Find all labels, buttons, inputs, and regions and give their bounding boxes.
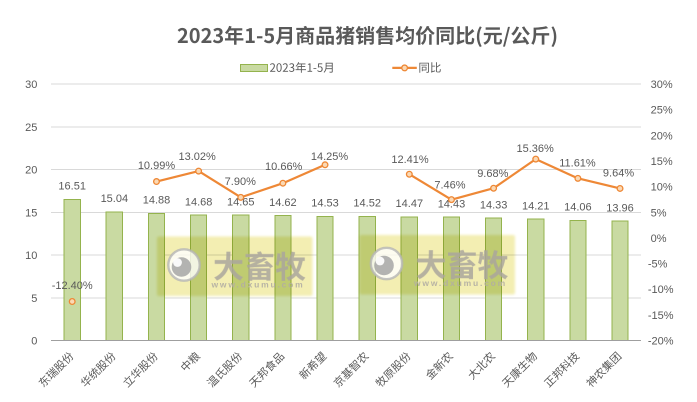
svg-text:15: 15 [25,207,37,219]
svg-text:10.99%: 10.99% [138,160,176,172]
svg-text:15.04: 15.04 [101,193,129,205]
svg-text:-20%: -20% [648,336,674,348]
svg-text:14.68: 14.68 [185,196,213,208]
svg-text:7.46%: 7.46% [434,179,465,191]
svg-text:14.62: 14.62 [269,197,297,209]
svg-text:www.dxumu.com: www.dxumu.com [211,280,305,290]
svg-text:14.88: 14.88 [143,195,171,207]
svg-text:14.43: 14.43 [438,198,466,210]
svg-text:-15%: -15% [648,310,674,322]
svg-text:14.47: 14.47 [396,198,424,210]
svg-text:www.dxumu.com: www.dxumu.com [413,278,507,288]
svg-text:30: 30 [25,79,37,91]
svg-text:14.06: 14.06 [564,202,592,214]
svg-text:-12.40%: -12.40% [52,280,93,292]
svg-text:14.33: 14.33 [480,199,508,211]
svg-text:15.36%: 15.36% [516,143,554,155]
svg-text:7.90%: 7.90% [225,176,256,188]
svg-text:10%: 10% [651,182,673,194]
svg-text:9.68%: 9.68% [477,168,508,180]
svg-text:12.41%: 12.41% [391,154,429,166]
svg-text:15%: 15% [651,156,673,168]
svg-text:11.61%: 11.61% [559,157,596,169]
svg-text:5: 5 [31,293,37,305]
svg-text:14.53: 14.53 [311,198,339,210]
svg-text:10: 10 [25,250,37,262]
svg-text:10.66%: 10.66% [265,161,303,173]
svg-text:14.25%: 14.25% [311,151,349,163]
svg-text:13.96: 13.96 [606,202,634,214]
svg-text:13.02%: 13.02% [178,151,216,163]
svg-text:20%: 20% [651,130,673,142]
svg-text:25: 25 [25,122,37,134]
svg-text:14.21: 14.21 [522,200,550,212]
svg-text:-10%: -10% [648,284,674,296]
svg-text:14.52: 14.52 [353,198,381,210]
svg-text:16.51: 16.51 [58,181,86,193]
svg-text:-5%: -5% [648,259,668,271]
svg-text:9.64%: 9.64% [603,167,634,179]
svg-text:5%: 5% [651,207,667,219]
svg-text:20: 20 [25,165,37,177]
svg-text:0%: 0% [651,233,667,245]
svg-text:25%: 25% [651,105,673,117]
svg-text:14.65: 14.65 [227,197,255,209]
svg-text:0: 0 [31,336,37,348]
svg-text:30%: 30% [651,79,673,91]
